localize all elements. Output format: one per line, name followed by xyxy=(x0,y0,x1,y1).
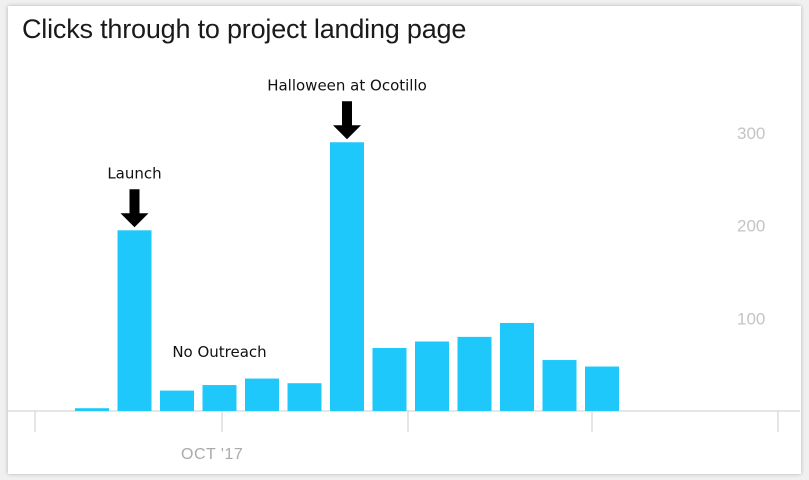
bar xyxy=(160,390,194,411)
y-tick-label: 300 xyxy=(737,124,765,143)
bar xyxy=(330,142,364,411)
annotation-arrow xyxy=(120,189,149,228)
bar xyxy=(500,322,534,411)
bar xyxy=(287,383,322,411)
y-tick-label: 100 xyxy=(737,309,765,328)
chart-title: Clicks through to project landing page xyxy=(22,14,467,44)
x-tick-label: OCT '17 xyxy=(181,446,243,463)
bar xyxy=(245,378,279,411)
annotation-arrow xyxy=(333,101,361,140)
bar xyxy=(415,341,449,411)
annotation-label: Halloween at Ocotillo xyxy=(267,76,427,94)
annotation-label: Launch xyxy=(107,164,161,182)
y-tick-label: 200 xyxy=(737,217,765,236)
bar xyxy=(117,230,152,411)
bar xyxy=(585,366,619,411)
annotation-label: No Outreach xyxy=(172,343,266,361)
bar xyxy=(457,336,492,411)
bar xyxy=(202,385,237,411)
bar xyxy=(542,360,577,411)
bar xyxy=(372,347,407,411)
bar xyxy=(75,408,109,411)
